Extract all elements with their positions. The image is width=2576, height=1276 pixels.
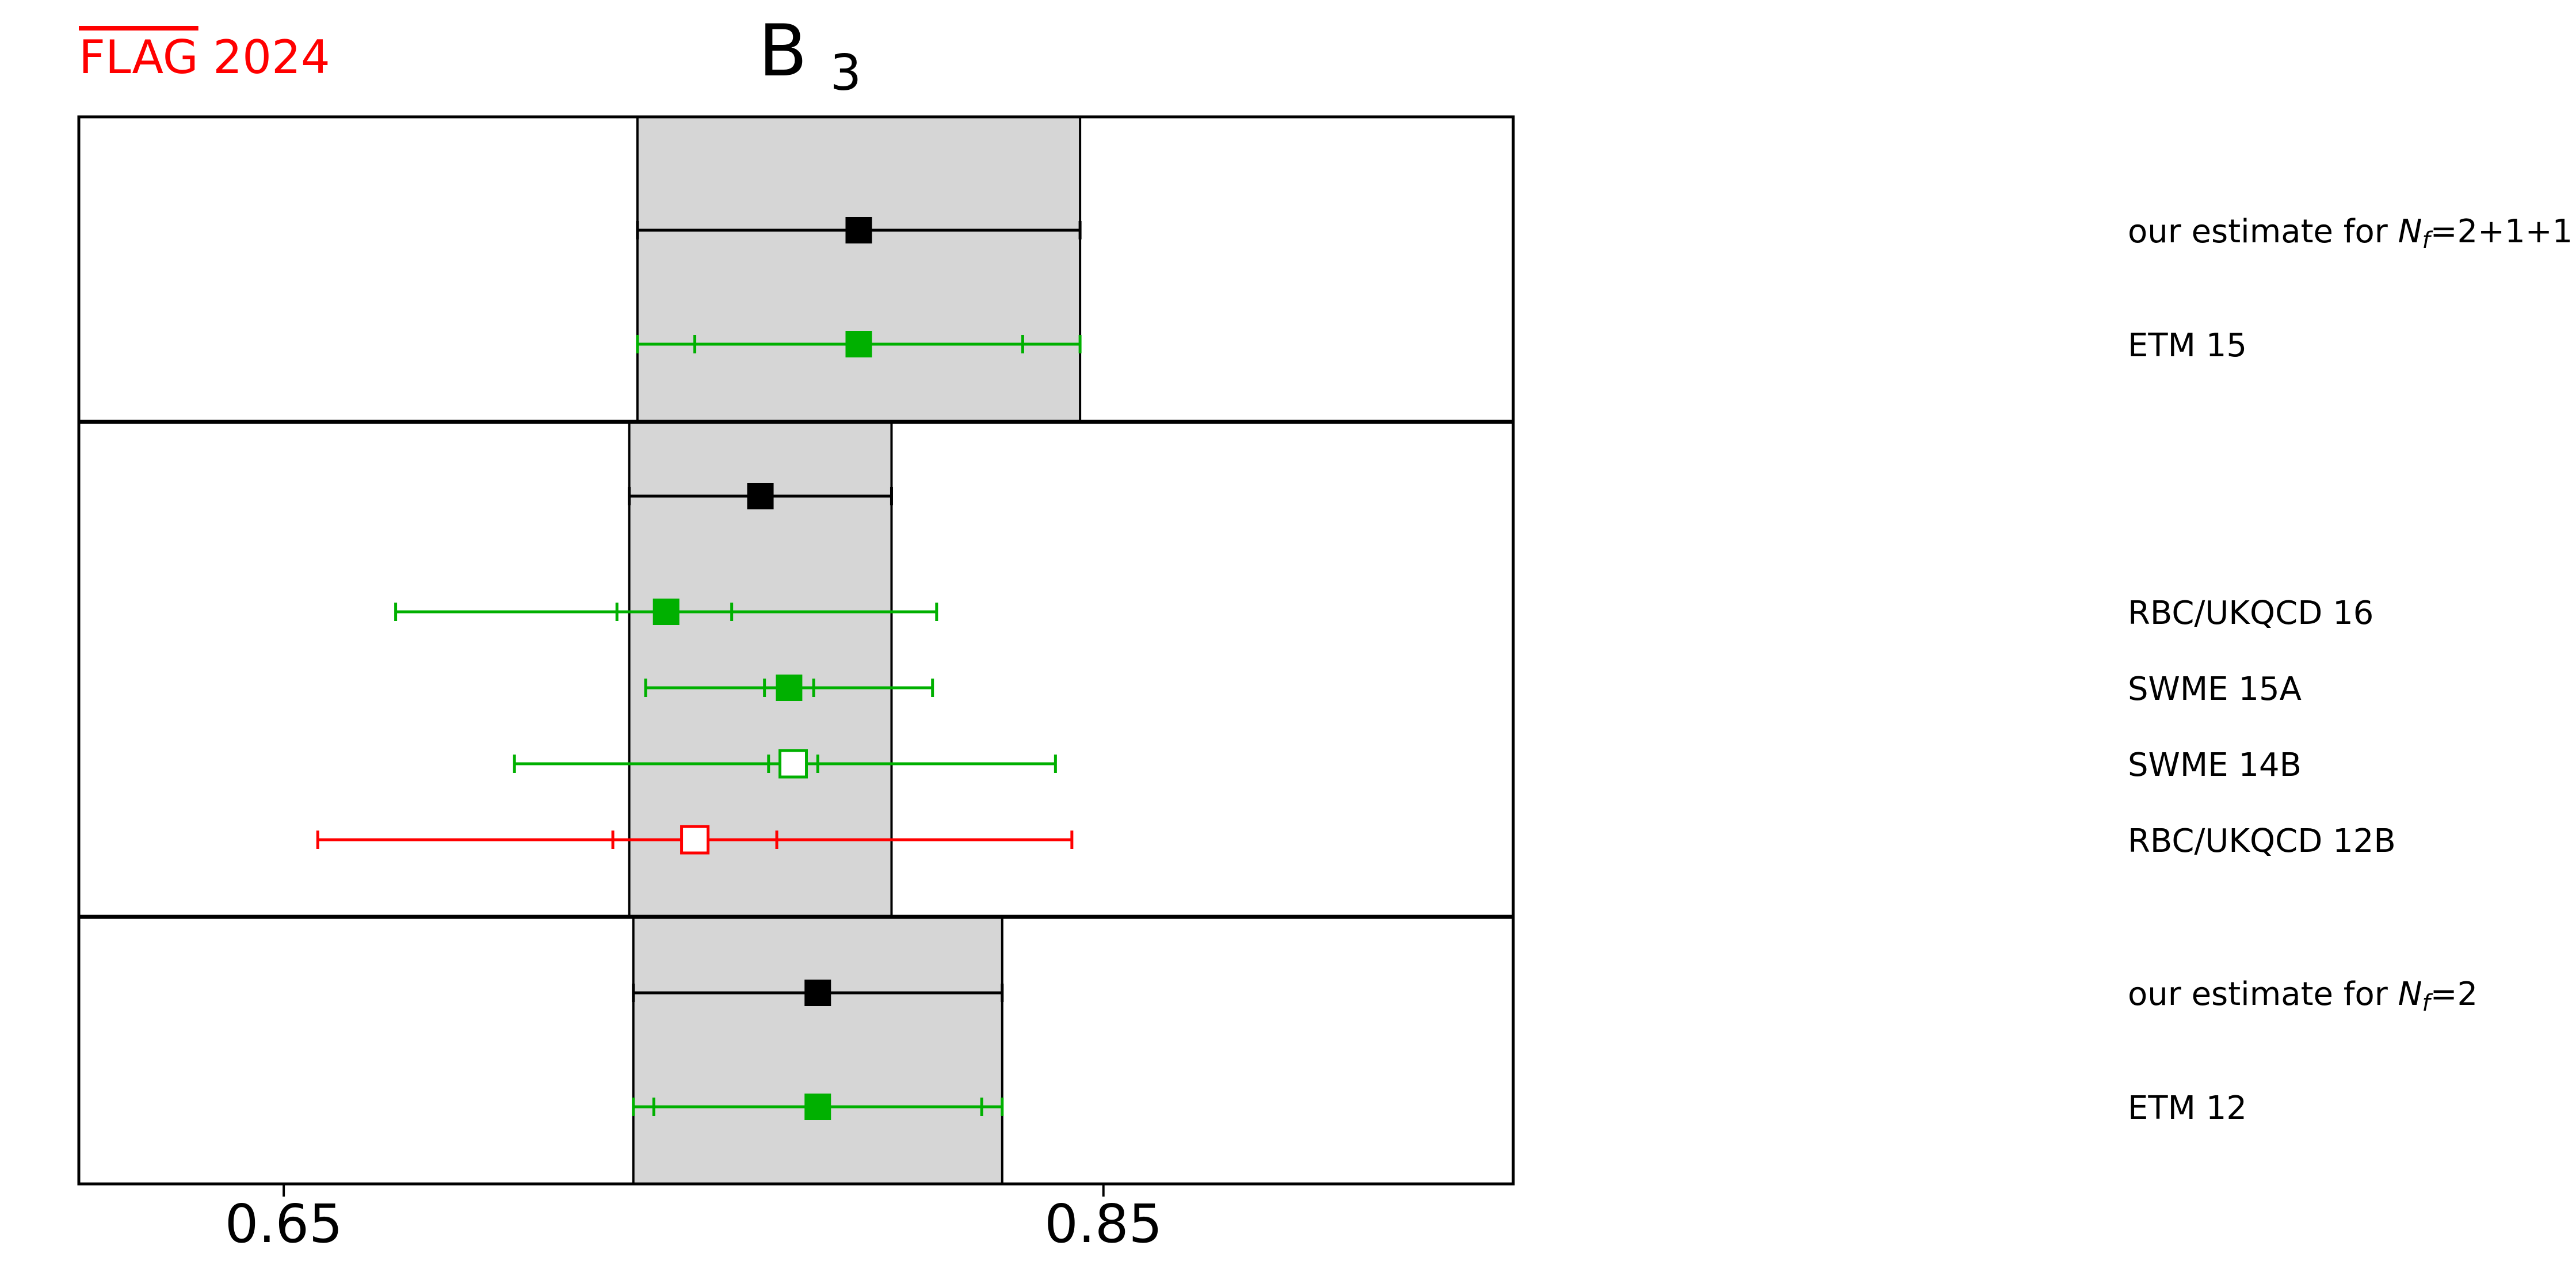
entry-label-suffix: =2 bbox=[2430, 976, 2478, 1013]
plot-area: our estimate for Nf=2+1+1 ETM 15 RBC/UKQCD… bbox=[77, 115, 2573, 1255]
entry-label-text: RBC/UKQCD 12B bbox=[2128, 822, 2396, 860]
data-point-open bbox=[680, 825, 710, 855]
flag-logo-year: 2024 bbox=[213, 31, 330, 84]
entry-label-math: N bbox=[2398, 976, 2422, 1013]
entry-label-text: our estimate for bbox=[2128, 213, 2398, 250]
x-axis-tick-label: 0.85 bbox=[1044, 1193, 1162, 1255]
plot-frame bbox=[77, 115, 1515, 1186]
x-axis-tick-label: 0.65 bbox=[225, 1193, 343, 1255]
entry-label: RBC/UKQCD 16 bbox=[2128, 595, 2373, 632]
entry-label: our estimate for Nf=2 bbox=[2128, 976, 2478, 1016]
entry-label: SWME 14B bbox=[2128, 746, 2302, 784]
data-point-filled bbox=[845, 217, 872, 243]
data-point-filled bbox=[804, 980, 831, 1006]
entry-label-text: ETM 15 bbox=[2128, 327, 2247, 364]
flag-logo: FLAG 2024 bbox=[79, 31, 330, 84]
entry-label-math: N bbox=[2398, 213, 2422, 250]
flag-logo-text: FLAG bbox=[79, 31, 199, 84]
data-point-open bbox=[778, 749, 808, 779]
data-point-filled bbox=[747, 483, 774, 509]
chart-title-subscript: 3 bbox=[830, 44, 862, 102]
entry-label: ETM 15 bbox=[2128, 327, 2247, 364]
data-point-filled bbox=[845, 331, 872, 357]
entry-label-text: SWME 15A bbox=[2128, 671, 2302, 708]
entry-label-text: ETM 12 bbox=[2128, 1090, 2247, 1127]
entry-label-text: SWME 14B bbox=[2128, 746, 2302, 784]
data-point-filled bbox=[652, 599, 680, 625]
entry-label: SWME 15A bbox=[2128, 671, 2302, 708]
estimate-band bbox=[632, 916, 1003, 1185]
estimate-band bbox=[636, 116, 1082, 423]
chart-title: B 3 bbox=[758, 10, 861, 102]
chart-title-main: B bbox=[758, 10, 807, 93]
entry-label: RBC/UKQCD 12B bbox=[2128, 822, 2396, 860]
entry-label-text: our estimate for bbox=[2128, 976, 2398, 1013]
entry-label: ETM 12 bbox=[2128, 1090, 2247, 1127]
data-point-filled bbox=[776, 675, 803, 701]
entry-label: our estimate for Nf=2+1+1 bbox=[2128, 213, 2573, 254]
entry-label-suffix: =2+1+1 bbox=[2430, 213, 2573, 250]
data-point-filled bbox=[804, 1094, 831, 1120]
entry-label-text: RBC/UKQCD 16 bbox=[2128, 595, 2373, 632]
